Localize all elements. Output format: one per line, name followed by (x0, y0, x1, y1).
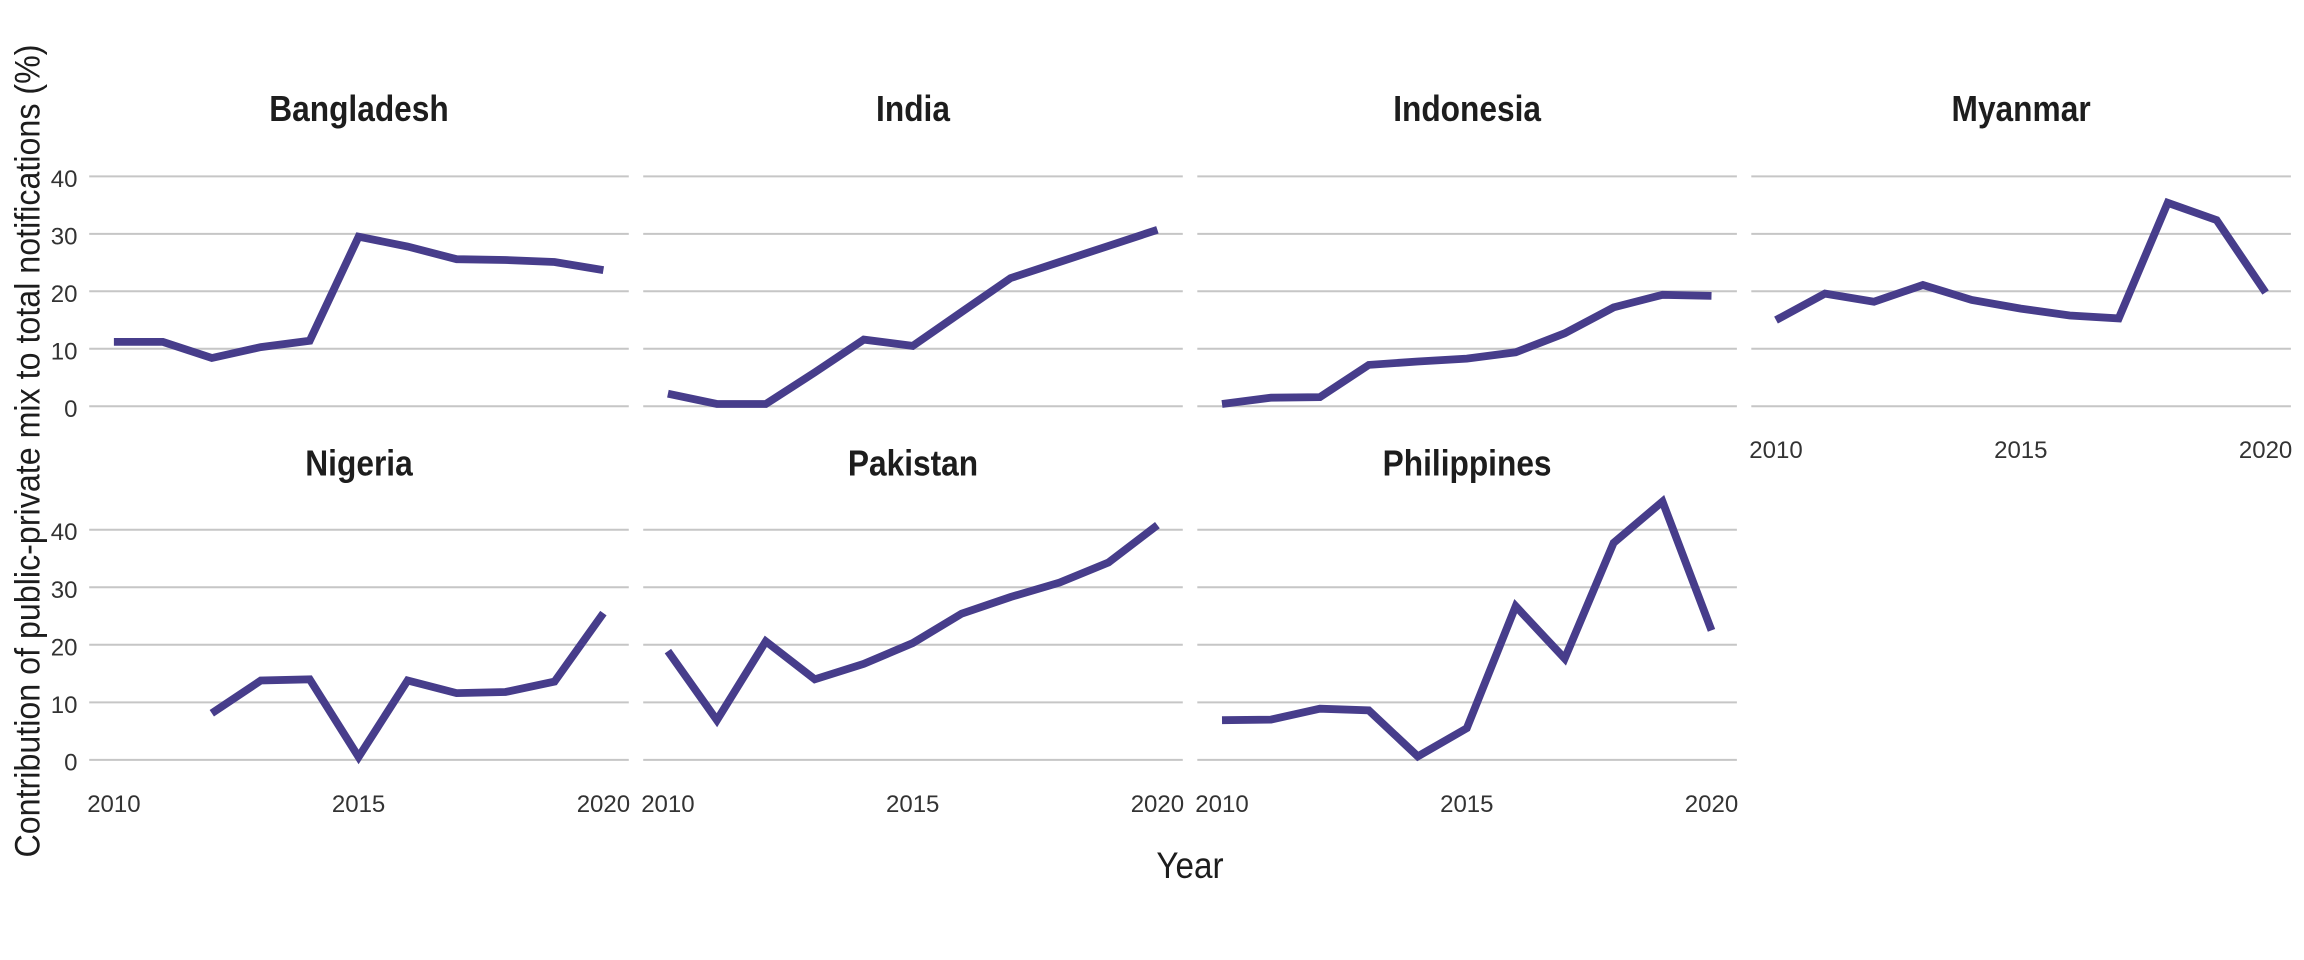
svg-text:2010: 2010 (1749, 437, 1802, 464)
svg-text:Indonesia: Indonesia (1393, 88, 1542, 129)
svg-text:40: 40 (51, 166, 78, 193)
svg-text:Pakistan: Pakistan (848, 443, 978, 484)
svg-text:2020: 2020 (577, 791, 630, 818)
svg-text:2010: 2010 (641, 791, 694, 818)
svg-text:40: 40 (51, 519, 78, 546)
svg-text:India: India (876, 88, 951, 129)
svg-text:10: 10 (51, 692, 78, 719)
svg-text:10: 10 (51, 338, 78, 365)
svg-text:2020: 2020 (1131, 791, 1184, 818)
svg-text:Bangladesh: Bangladesh (269, 88, 449, 129)
svg-text:30: 30 (51, 577, 78, 604)
svg-text:Nigeria: Nigeria (305, 443, 413, 484)
svg-text:0: 0 (64, 396, 77, 423)
svg-text:Myanmar: Myanmar (1952, 88, 2091, 129)
svg-text:Contribution of public-private: Contribution of public-private mix to to… (9, 45, 48, 858)
svg-text:2010: 2010 (1195, 791, 1248, 818)
svg-text:Year: Year (1156, 845, 1223, 886)
svg-text:2015: 2015 (1994, 437, 2047, 464)
svg-text:30: 30 (51, 223, 78, 250)
svg-text:2015: 2015 (1440, 791, 1493, 818)
svg-text:2015: 2015 (886, 791, 939, 818)
svg-text:20: 20 (51, 281, 78, 308)
svg-text:20: 20 (51, 634, 78, 661)
svg-text:2015: 2015 (332, 791, 385, 818)
svg-text:2020: 2020 (2239, 437, 2292, 464)
svg-text:2020: 2020 (1685, 791, 1738, 818)
svg-text:0: 0 (64, 749, 77, 776)
svg-text:Philippines: Philippines (1383, 443, 1552, 484)
svg-text:2010: 2010 (87, 791, 140, 818)
